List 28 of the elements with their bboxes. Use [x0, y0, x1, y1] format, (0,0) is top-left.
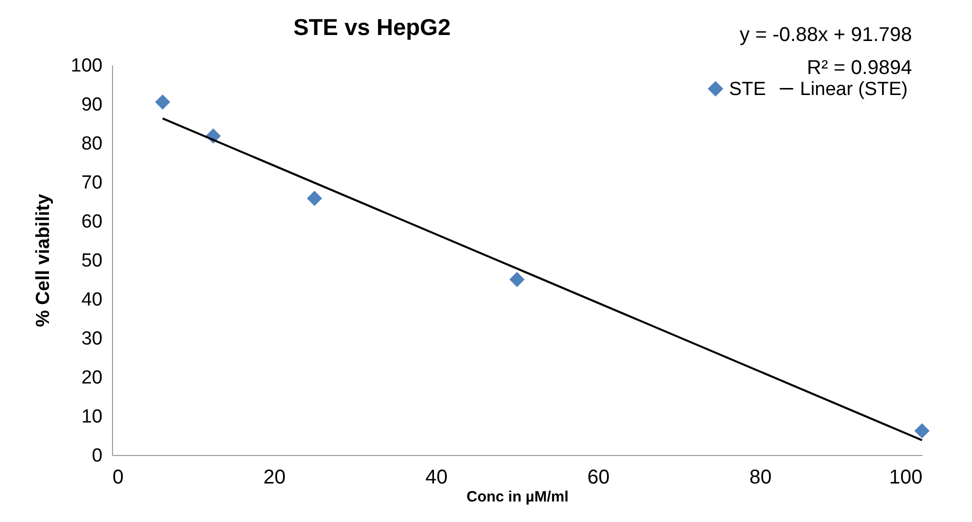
y-tick-label: 0 [92, 446, 102, 466]
y-tick-label: 40 [81, 290, 102, 310]
point [155, 94, 170, 110]
y-tick-label: 60 [81, 212, 102, 232]
y-tick-label: 30 [81, 328, 102, 350]
y-tick-label: 50 [81, 250, 102, 272]
point [914, 423, 930, 438]
x-tick-label: 80 [749, 466, 772, 488]
chart-title: STE vs HepG2 [293, 14, 451, 40]
y-tick-label: 70 [81, 172, 102, 194]
x-tick-label: 100 [889, 466, 922, 488]
x-tick-label: 0 [112, 466, 124, 488]
y-tick-label: 20 [81, 368, 102, 388]
legend-label: STE [729, 78, 766, 100]
y-axis-title: % Cell viability [32, 194, 54, 328]
y-tick-label: 90 [81, 94, 102, 116]
x-tick-label: 20 [263, 466, 286, 488]
y-tick-label: 10 [81, 406, 102, 428]
text: y = -0.88x + 91.798 [740, 24, 912, 46]
y-tick-label: 100 [70, 56, 102, 76]
point [509, 272, 525, 288]
x-axis-title: Conc in µM/ml [466, 488, 568, 506]
x-tick-label: 60 [587, 466, 610, 488]
legend-label: Linear (STE) [800, 78, 908, 100]
x-tick-label: 40 [425, 466, 448, 488]
point [306, 190, 322, 206]
annotation: R² = 0.9894 [806, 57, 912, 79]
y-tick-label: 80 [81, 134, 102, 154]
